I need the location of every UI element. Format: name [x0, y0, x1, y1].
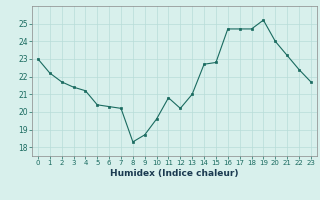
X-axis label: Humidex (Indice chaleur): Humidex (Indice chaleur): [110, 169, 239, 178]
